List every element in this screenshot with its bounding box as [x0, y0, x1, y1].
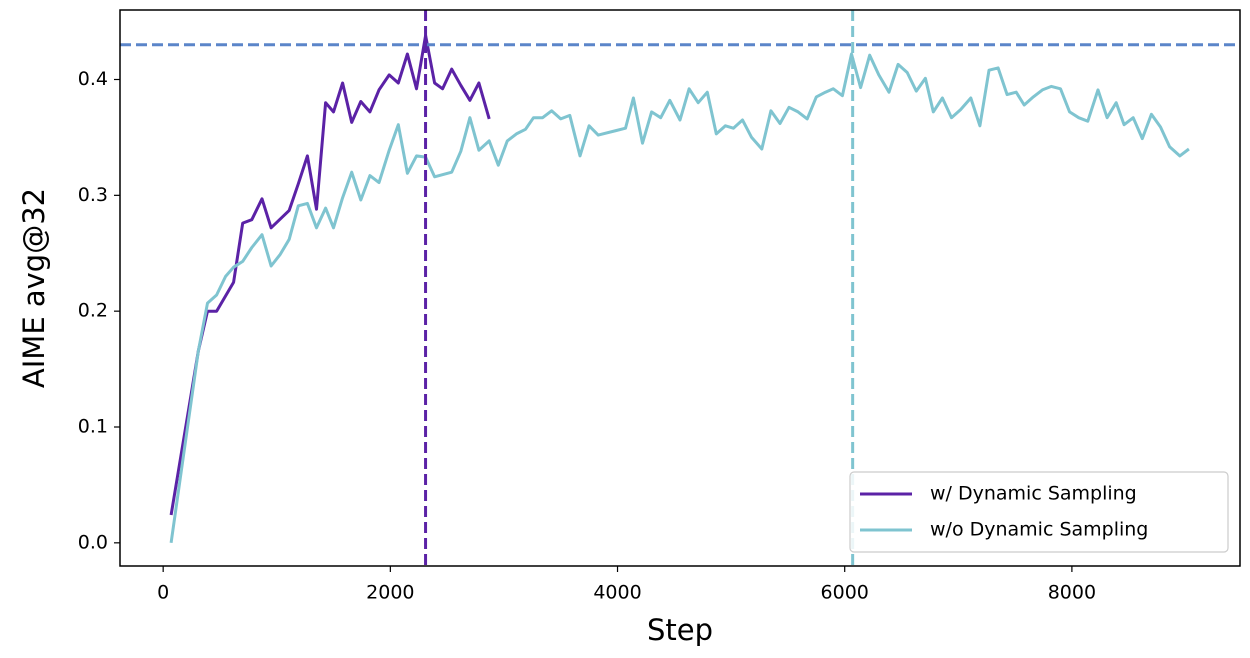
- x-tick-label: 8000: [1048, 582, 1096, 604]
- y-tick-label: 0.3: [78, 184, 108, 206]
- legend-label: w/ Dynamic Sampling: [930, 483, 1137, 505]
- line-series: [169, 34, 491, 516]
- y-axis-label: AIME avg@32: [17, 188, 51, 388]
- line-series: [169, 52, 1190, 544]
- x-tick-label: 4000: [593, 582, 641, 604]
- x-tick-label: 2000: [366, 582, 414, 604]
- x-tick-label: 6000: [821, 582, 869, 604]
- y-tick-label: 0.2: [78, 300, 108, 322]
- legend-label: w/o Dynamic Sampling: [930, 519, 1148, 541]
- y-tick-label: 0.0: [78, 531, 108, 553]
- y-tick-label: 0.4: [78, 68, 108, 90]
- x-tick-label: 0: [157, 582, 169, 604]
- y-tick-label: 0.1: [78, 416, 108, 438]
- x-axis-label: Step: [647, 613, 713, 647]
- legend-box: [849, 471, 1229, 553]
- plot-frame: [119, 9, 1241, 567]
